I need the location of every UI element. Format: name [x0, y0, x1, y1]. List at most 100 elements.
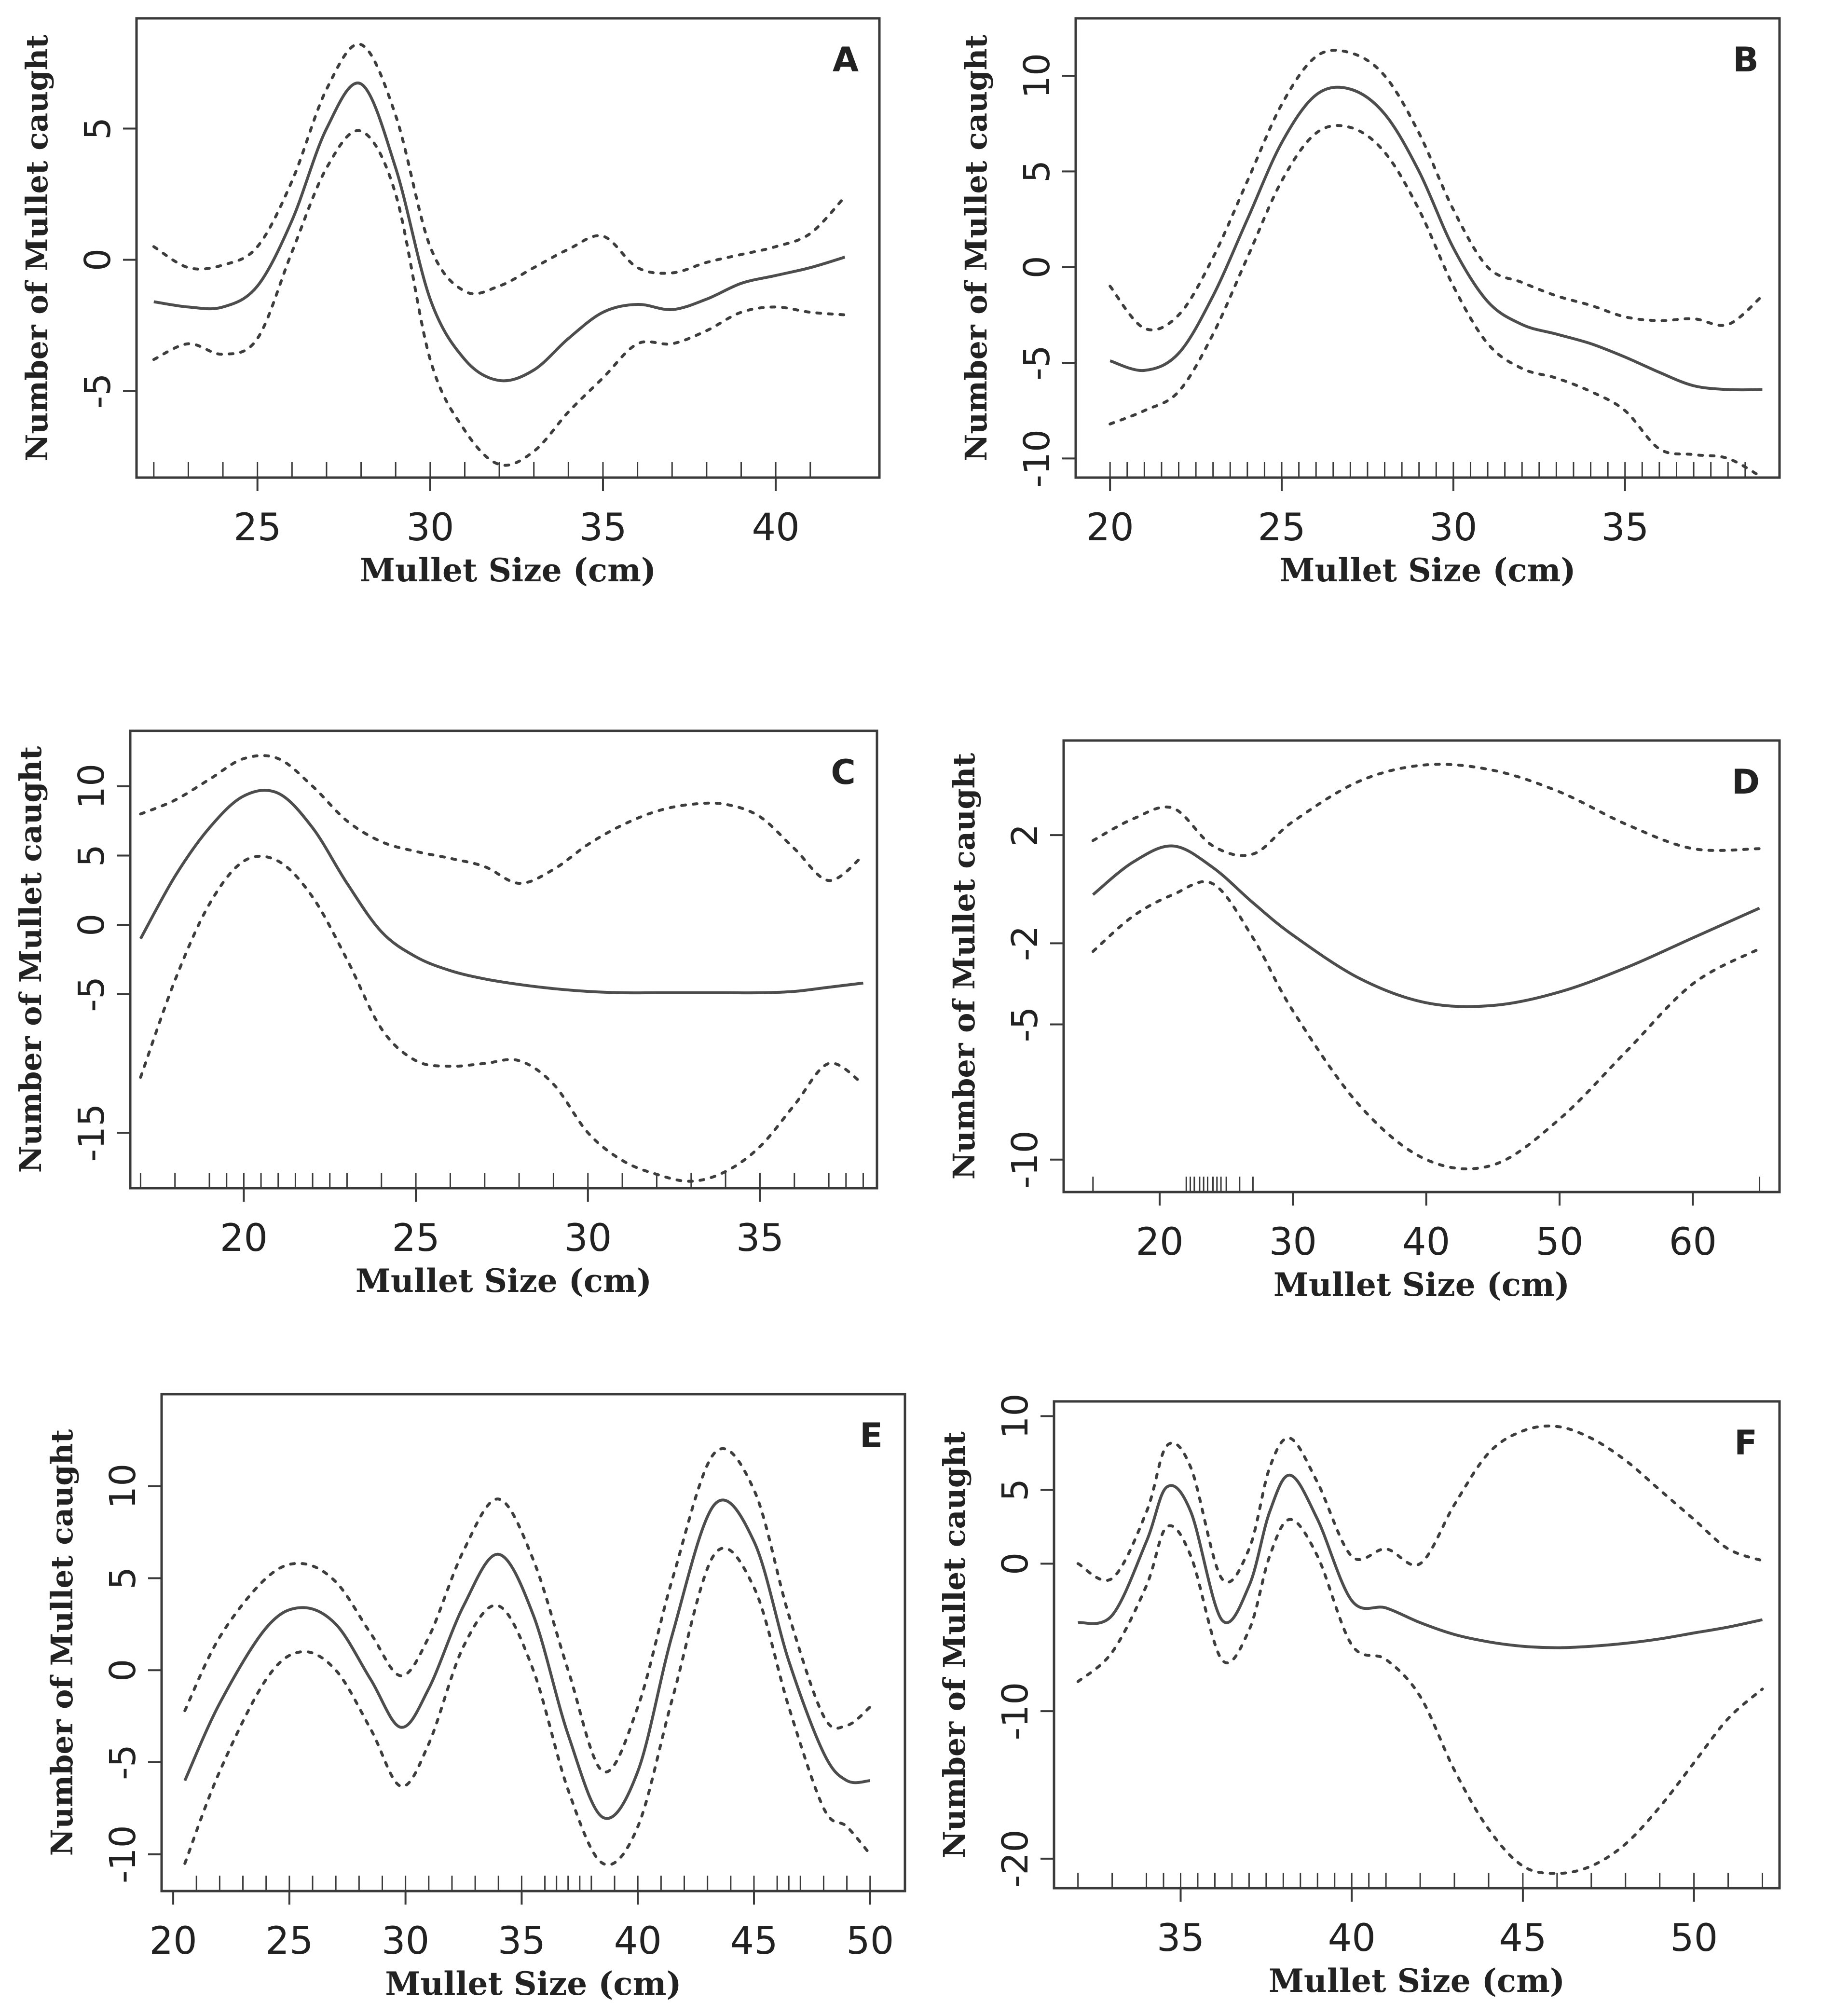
panel-e-xtick-label-5: 45 — [730, 1920, 778, 1963]
panel-a-series-upper — [152, 42, 847, 295]
panel-f-series-lower — [1076, 1518, 1764, 1875]
panel-b-ytick-label-1: 5 — [1016, 160, 1058, 183]
panel-e-letter: E — [860, 1416, 883, 1455]
panel-c-ytick-label-2: 0 — [71, 914, 112, 936]
panel-d-ytick-label-3: -10 — [1004, 1130, 1046, 1189]
panel-f-letter: F — [1734, 1423, 1757, 1463]
panel-f-xtick-label-2: 45 — [1499, 1917, 1547, 1960]
panel-d-ytick-label-2: -5 — [1004, 1007, 1046, 1042]
panel-f-xlabel: Mullet Size (cm) — [1269, 1962, 1565, 2000]
panel-d-xtick-label-0: 20 — [1136, 1221, 1183, 1264]
panel-e-ytick-label-2: 0 — [102, 1659, 144, 1682]
panel-f-ytick-label-2: 0 — [995, 1552, 1036, 1575]
panel-c-xtick-label-3: 35 — [736, 1217, 784, 1260]
panel-b-ylabel: Number of Mullet caught — [958, 34, 994, 461]
panel-a-xlabel: Mullet Size (cm) — [360, 551, 656, 589]
panel-a-xtick-label-1: 30 — [406, 506, 454, 549]
panel-f-xtick-label-3: 50 — [1670, 1917, 1718, 1960]
panel-d-series-fit — [1092, 844, 1760, 1008]
panel-e-series-fit — [183, 1498, 871, 1820]
panel-e-ytick-label-3: -5 — [102, 1744, 144, 1780]
panel-d-xlabel: Mullet Size (cm) — [1273, 1266, 1570, 1303]
panel-e-xlabel: Mullet Size (cm) — [385, 1965, 681, 2002]
panel-b-letter: B — [1733, 40, 1758, 80]
panel-b-series-upper — [1109, 49, 1764, 331]
panel-e-frame — [160, 1393, 906, 1893]
panel-c-frame — [129, 729, 878, 1190]
panel-a-letter: A — [833, 40, 859, 80]
panel-b-series-fit — [1109, 85, 1763, 392]
panel-c-series-upper — [139, 754, 865, 885]
panel-c-ytick-label-0: 10 — [71, 764, 112, 809]
panel-c-ytick-label-1: 5 — [71, 844, 112, 867]
panel-d-frame — [1062, 739, 1781, 1193]
panel-a-xtick-label-3: 40 — [752, 506, 799, 549]
panel-e-xtick-label-2: 30 — [382, 1920, 429, 1963]
panel-c-xlabel: Mullet Size (cm) — [356, 1262, 652, 1300]
panel-d-xtick-label-1: 30 — [1269, 1221, 1317, 1264]
panel-e-series-lower — [183, 1547, 872, 1866]
panel-a-xtick-label-0: 25 — [233, 506, 281, 549]
panel-d-series-upper — [1091, 763, 1761, 857]
panel-a-xtick-label-2: 35 — [579, 506, 627, 549]
panel-c-letter: C — [831, 753, 855, 792]
panel-d-series-lower — [1091, 880, 1761, 1171]
panel-f-frame — [1053, 1400, 1781, 1890]
panel-c-xtick-label-0: 20 — [220, 1217, 268, 1260]
panel-e-ylabel: Number of Mullet caught — [44, 1429, 80, 1856]
panel-a-ytick-label-1: 0 — [77, 248, 119, 271]
panel-d-xtick-label-2: 40 — [1402, 1221, 1450, 1264]
panel-e-xtick-label-4: 40 — [614, 1920, 662, 1963]
panel-e-ytick-label-1: 5 — [102, 1567, 144, 1590]
panel-f-ytick-label-1: 5 — [995, 1479, 1036, 1501]
panel-f-ytick-label-0: 10 — [995, 1393, 1036, 1439]
panel-b-ytick-label-0: 10 — [1016, 53, 1058, 98]
panel-b-xlabel: Mullet Size (cm) — [1279, 551, 1575, 589]
panel-a-ytick-label-0: 5 — [77, 117, 119, 140]
panel-a-series-lower — [152, 129, 847, 467]
panel-e-ytick-label-0: 10 — [102, 1464, 144, 1509]
panel-b-xtick-label-3: 35 — [1601, 506, 1649, 549]
panel-a: A 25 30 35 40 5 0 -5 Mullet Size (cm) Number of M… — [19, 17, 881, 589]
panel-e-xtick-label-6: 50 — [846, 1920, 894, 1963]
panel-e-xtick-label-3: 35 — [498, 1920, 546, 1963]
panel-e-xtick-label-1: 25 — [265, 1920, 313, 1963]
panel-f-ytick-label-4: -20 — [995, 1829, 1036, 1888]
panel-f-ylabel: Number of Mullet caught — [937, 1431, 972, 1858]
panel-b-frame — [1074, 17, 1781, 479]
panel-c-ytick-label-4: -15 — [71, 1104, 112, 1162]
panel-b-ytick-label-3: -5 — [1016, 345, 1058, 381]
panel-d-ylabel: Number of Mullet caught — [946, 753, 982, 1179]
panel-c-series-fit — [139, 789, 863, 995]
panel-b-ytick-label-2: 0 — [1016, 256, 1058, 278]
panel-d-ytick-label-0: 2 — [1004, 824, 1046, 847]
panel-c-xtick-label-1: 25 — [392, 1217, 439, 1260]
panel-b-xtick-label-1: 25 — [1258, 506, 1305, 549]
panel-b: B 20 25 30 35 10 5 0 -5 -10 Mullet Size (cm) Number… — [958, 17, 1781, 589]
panel-c: C 20 25 30 35 10 5 0 -5 -15 Mullet Size (cm) Number… — [13, 729, 878, 1300]
panel-b-series-lower — [1109, 124, 1764, 479]
panel-a-frame — [135, 17, 881, 479]
panel-d-xtick-label-4: 60 — [1669, 1221, 1717, 1264]
panel-e-series-upper — [183, 1447, 872, 1774]
panel-f-xtick-label-0: 35 — [1157, 1917, 1205, 1960]
panel-b-ytick-label-4: -10 — [1016, 429, 1058, 488]
panel-e-xtick-label-0: 20 — [149, 1920, 197, 1963]
panel-d-ytick-label-1: -2 — [1004, 925, 1046, 961]
panel-c-ytick-label-3: -5 — [71, 976, 112, 1012]
panel-d-letter: D — [1732, 762, 1760, 802]
panel-c-xtick-label-2: 30 — [564, 1217, 612, 1260]
panel-a-ytick-label-2: -5 — [77, 373, 119, 409]
panel-f-series-fit — [1078, 1473, 1763, 1649]
panel-a-ylabel: Number of Mullet caught — [19, 34, 55, 461]
panel-c-series-lower — [139, 854, 865, 1183]
panel-f-ytick-label-3: -10 — [995, 1682, 1036, 1741]
panel-d: D 20 30 40 50 60 2 -2 -5 -10 Mullet Size (cm) Numbe… — [946, 739, 1781, 1303]
panel-e-ytick-label-4: -10 — [102, 1825, 144, 1883]
panel-a-series-fit — [153, 82, 846, 383]
panel-f-xtick-label-1: 40 — [1328, 1917, 1376, 1960]
panel-c-ylabel: Number of Mullet caught — [13, 746, 48, 1173]
panel-b-xtick-label-2: 30 — [1429, 506, 1477, 549]
